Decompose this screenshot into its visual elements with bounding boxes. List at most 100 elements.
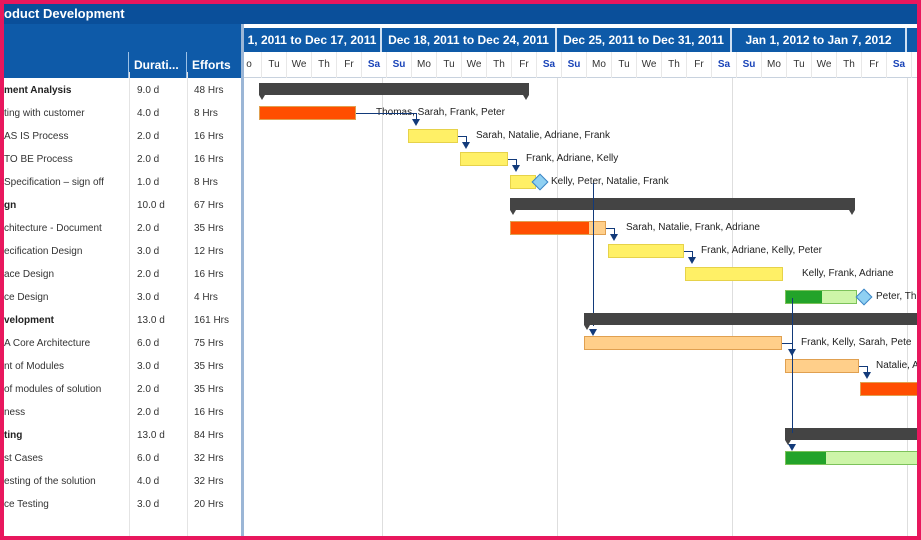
task-row[interactable]: nt of Modules 3.0 d 35 Hrs	[4, 355, 241, 378]
task-bar[interactable]	[460, 152, 508, 166]
day-header-cell: Su	[387, 52, 412, 78]
resource-label: Sarah, Natalie, Frank, Adriane	[626, 222, 760, 233]
summary-task-row[interactable]: velopment 13.0 d 161 Hrs	[4, 309, 241, 332]
task-row[interactable]: Specification – sign off 1.0 d 8 Hrs	[4, 171, 241, 194]
day-header-cell: Sa	[362, 52, 387, 78]
task-row[interactable]: ce Design 3.0 d 4 Hrs	[4, 286, 241, 309]
task-row[interactable]: ecification Design 3.0 d 12 Hrs	[4, 240, 241, 263]
task-name: A Core Architecture	[4, 338, 91, 349]
task-name: nt of Modules	[4, 361, 65, 372]
task-bar[interactable]	[259, 106, 356, 120]
day-header-cell: Th	[837, 52, 862, 78]
dependency-arrow-icon	[462, 142, 470, 149]
week-header: 1, 2011 to Dec 17, 2011	[244, 28, 382, 52]
task-name: ting with customer	[4, 108, 85, 119]
dependency-arrow-icon	[610, 234, 618, 241]
dependency-line	[614, 228, 615, 236]
day-header-cell: Su	[562, 52, 587, 78]
task-bar[interactable]	[785, 451, 917, 465]
dependency-arrow-icon	[412, 119, 420, 126]
summary-task-row[interactable]: ting 13.0 d 84 Hrs	[4, 424, 241, 447]
task-row[interactable]: esting of the solution 4.0 d 32 Hrs	[4, 470, 241, 493]
dependency-line	[684, 251, 692, 252]
task-name: gn	[4, 200, 17, 211]
day-header-cell: Tu	[262, 52, 287, 78]
task-row[interactable]: of modules of solution 2.0 d 35 Hrs	[4, 378, 241, 401]
resource-label: Sarah, Natalie, Adriane, Frank	[476, 130, 610, 141]
resource-label: Peter, Th	[876, 291, 917, 302]
task-name: ecification Design	[4, 246, 83, 257]
task-duration: 3.0 d	[137, 499, 160, 510]
summary-bar[interactable]	[584, 313, 917, 330]
gantt-chart: 1, 2011 to Dec 17, 2011 Dec 18, 2011 to D…	[244, 24, 917, 536]
column-divider	[129, 72, 130, 536]
task-duration: 10.0 d	[137, 200, 165, 211]
dependency-line	[867, 366, 868, 374]
task-row[interactable]: chitecture - Document 2.0 d 35 Hrs	[4, 217, 241, 240]
task-bar[interactable]	[785, 359, 859, 373]
summary-task-row[interactable]: gn 10.0 d 67 Hrs	[4, 194, 241, 217]
dependency-arrow-icon	[688, 257, 696, 264]
day-header: o Tu We Th Fr Sa Su Mo Tu We Th Fr Sa Su Mo Tu We Th Fr Sa S…	[244, 52, 917, 78]
task-efforts: 35 Hrs	[194, 384, 224, 395]
resource-label: Thomas, Sarah, Frank, Peter	[376, 107, 505, 118]
task-name: ce Design	[4, 292, 49, 303]
dependency-line	[692, 251, 693, 259]
task-name: of modules of solution	[4, 384, 102, 395]
dependency-line	[516, 159, 517, 167]
task-bar[interactable]	[785, 290, 857, 304]
gantt-window: oduct Development Durati... Efforts ment…	[4, 4, 917, 536]
week-header: Jan 1, 2012 to Jan 7, 2012	[732, 28, 907, 52]
task-duration: 4.0 d	[137, 108, 160, 119]
task-row[interactable]: ting with customer 4.0 d 8 Hrs	[4, 102, 241, 125]
task-duration: 6.0 d	[137, 338, 160, 349]
summary-bar[interactable]	[510, 198, 855, 215]
task-efforts: 12 Hrs	[194, 246, 224, 257]
summary-bar[interactable]	[259, 83, 529, 100]
task-bar[interactable]	[860, 382, 917, 396]
task-row[interactable]: ce Testing 3.0 d 20 Hrs	[4, 493, 241, 516]
dependency-line	[458, 136, 466, 137]
column-header-task-name[interactable]	[4, 52, 129, 78]
task-bar[interactable]	[584, 336, 782, 350]
task-efforts: 84 Hrs	[194, 430, 224, 441]
task-row[interactable]: ace Design 2.0 d 16 Hrs	[4, 263, 241, 286]
task-row[interactable]: st Cases 6.0 d 32 Hrs	[4, 447, 241, 470]
day-header-cell: Fr	[687, 52, 712, 78]
grid-splitter[interactable]	[241, 24, 244, 536]
task-efforts: 16 Hrs	[194, 154, 224, 165]
task-bar[interactable]	[510, 221, 606, 235]
task-efforts: 75 Hrs	[194, 338, 224, 349]
day-header-cell: Sa	[887, 52, 912, 78]
dependency-arrow-icon	[788, 444, 796, 451]
dependency-line	[508, 159, 516, 160]
task-bar[interactable]	[685, 267, 783, 281]
task-row[interactable]: ness 2.0 d 16 Hrs	[4, 401, 241, 424]
day-header-cell: o	[244, 52, 262, 78]
week-gridline	[557, 78, 558, 536]
day-header-cell: We	[287, 52, 312, 78]
column-header-duration[interactable]: Durati...	[129, 52, 187, 78]
task-row[interactable]: TO BE Process 2.0 d 16 Hrs	[4, 148, 241, 171]
week-gridline	[907, 78, 908, 536]
summary-task-row[interactable]: ment Analysis 9.0 d 48 Hrs	[4, 79, 241, 102]
dependency-arrow-icon	[512, 165, 520, 172]
task-bar[interactable]	[408, 129, 458, 143]
task-efforts: 161 Hrs	[194, 315, 230, 326]
task-duration: 3.0 d	[137, 292, 160, 303]
milestone-diamond-icon[interactable]	[855, 288, 873, 306]
task-row[interactable]: AS IS Process 2.0 d 16 Hrs	[4, 125, 241, 148]
task-name: TO BE Process	[4, 154, 73, 165]
task-name: velopment	[4, 315, 55, 326]
column-header-efforts[interactable]: Efforts	[187, 52, 241, 78]
task-row[interactable]: A Core Architecture 6.0 d 75 Hrs	[4, 332, 241, 355]
summary-bar[interactable]	[785, 428, 917, 445]
day-header-cell: Tu	[437, 52, 462, 78]
task-bar[interactable]	[608, 244, 684, 258]
day-header-cell: We	[637, 52, 662, 78]
grid-header-band	[4, 24, 241, 52]
task-efforts: 20 Hrs	[194, 499, 224, 510]
day-header-cell: We	[812, 52, 837, 78]
day-header-cell: Su	[912, 52, 917, 78]
resource-label: Kelly, Frank, Adriane	[802, 268, 894, 279]
